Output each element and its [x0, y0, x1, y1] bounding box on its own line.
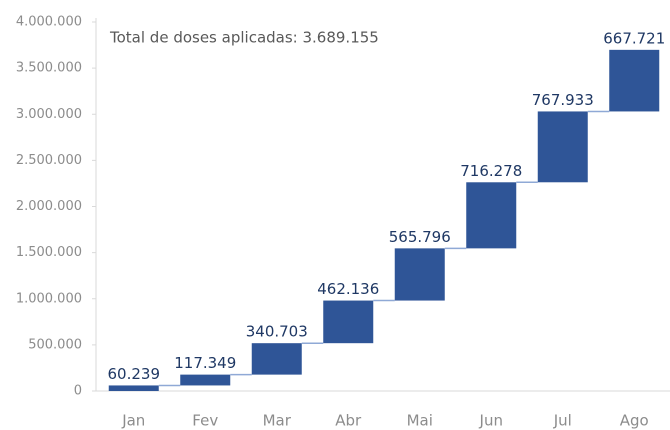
- y-tick-label: 1.500.000: [16, 245, 82, 260]
- bar: [394, 248, 445, 301]
- bar: [609, 49, 660, 112]
- x-tick-label: Fev: [192, 412, 218, 430]
- bar: [323, 300, 374, 344]
- y-tick-label: 4.000.000: [16, 15, 82, 30]
- value-label: 340.703: [246, 323, 308, 341]
- bar: [180, 374, 231, 386]
- value-label: 117.349: [174, 354, 236, 372]
- y-tick-label: 3.000.000: [16, 107, 82, 122]
- x-tick-label: Abr: [335, 412, 362, 430]
- bar: [251, 343, 302, 375]
- value-label: 565.796: [389, 228, 451, 246]
- x-tick-label: Jul: [553, 412, 572, 430]
- y-tick-label: 2.000.000: [16, 199, 82, 214]
- value-label: 767.933: [532, 91, 594, 109]
- bar: [108, 385, 159, 391]
- annotation: Total de doses aplicadas: 3.689.155: [109, 29, 379, 47]
- value-label: 462.136: [317, 280, 379, 298]
- y-tick-label: 1.000.000: [16, 291, 82, 306]
- value-label: 60.239: [108, 365, 161, 383]
- value-label: 716.278: [460, 162, 522, 180]
- x-tick-label: Jun: [479, 412, 503, 430]
- x-tick-label: Jan: [121, 412, 145, 430]
- y-tick-label: 500.000: [28, 337, 82, 352]
- x-tick-label: Mar: [263, 412, 292, 430]
- value-label: 667.721: [603, 29, 665, 47]
- y-tick-label: 2.500.000: [16, 153, 82, 168]
- bar: [466, 182, 517, 249]
- x-tick-label: Ago: [620, 412, 649, 430]
- y-tick-label: 0: [74, 384, 82, 399]
- bar: [537, 111, 588, 183]
- y-tick-label: 3.500.000: [16, 61, 82, 76]
- x-tick-label: Mai: [407, 412, 433, 430]
